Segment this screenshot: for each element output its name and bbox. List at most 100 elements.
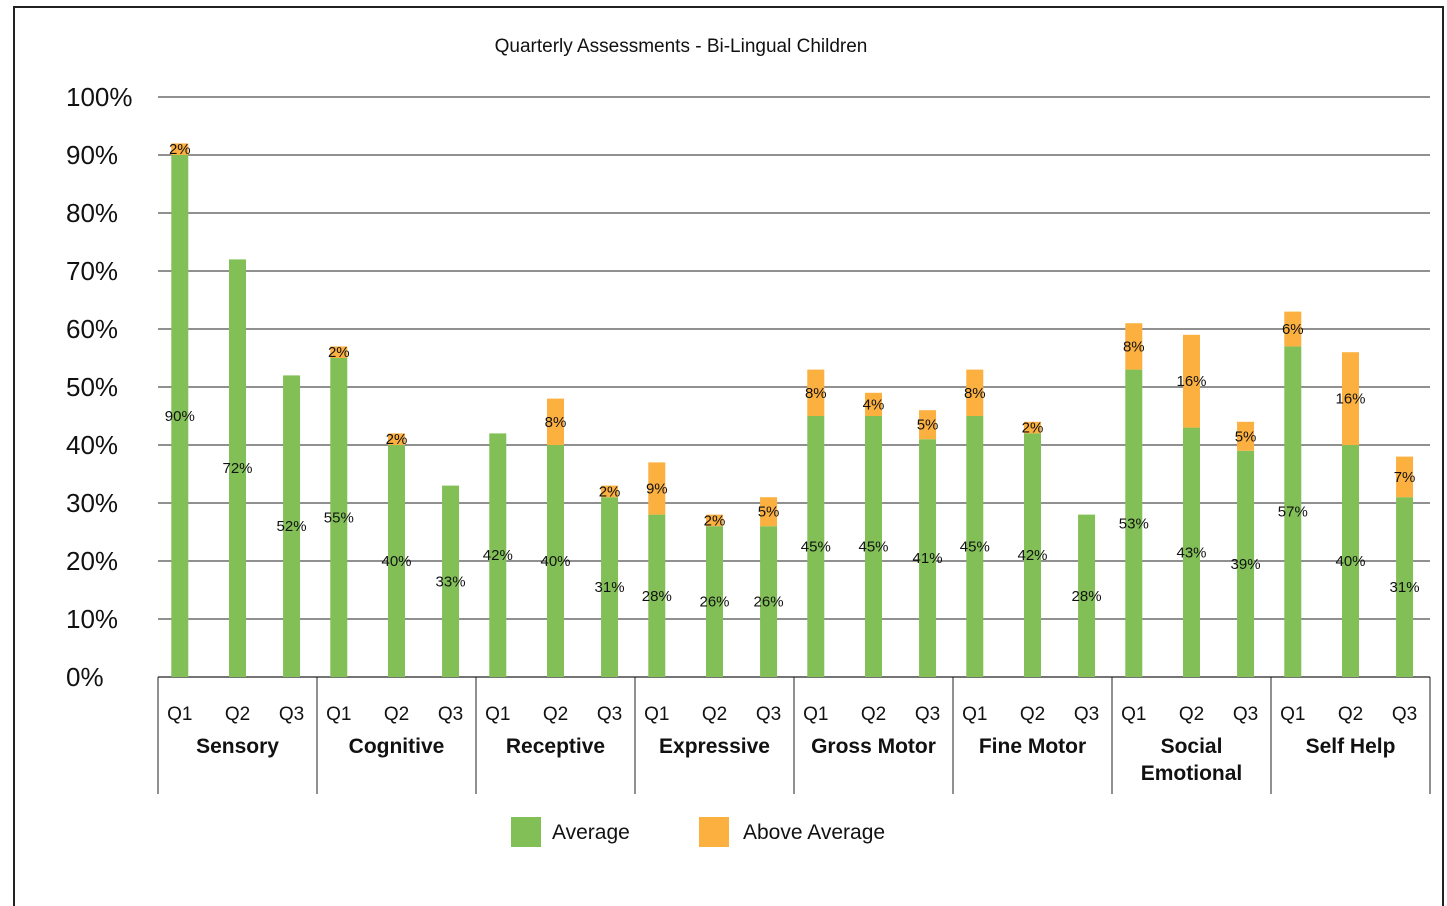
y-tick-label: 40%	[66, 430, 118, 460]
x-tick-label: Q2	[861, 704, 886, 725]
bar-average	[919, 439, 937, 677]
y-tick-label: 100%	[66, 82, 133, 112]
bar-average	[1078, 514, 1096, 677]
bar-above-average	[648, 462, 666, 515]
data-label-average: 39%	[1231, 556, 1261, 573]
data-label-average: 90%	[165, 408, 195, 425]
x-tick-label: Q1	[803, 704, 828, 725]
bar-average	[1024, 433, 1041, 677]
bar-average	[1183, 427, 1200, 677]
data-label-above-average: 9%	[646, 481, 668, 498]
y-tick-label: 0%	[66, 662, 104, 692]
chart-title: Quarterly Assessments - Bi-Lingual Child…	[495, 36, 868, 57]
data-label-average: 55%	[324, 510, 354, 527]
y-tick-label: 80%	[66, 198, 118, 228]
legend-swatch-above-average	[699, 817, 729, 847]
x-tick-label: Q1	[962, 704, 987, 725]
data-label-above-average: 7%	[1394, 469, 1416, 486]
bar-average	[283, 375, 301, 677]
bar-average	[1125, 369, 1143, 677]
group-label: Gross Motor	[811, 735, 936, 758]
bar-above-average	[1024, 421, 1041, 434]
x-tick-label: Q3	[915, 704, 940, 725]
data-label-average: 72%	[222, 460, 252, 477]
x-tick-label: Q3	[279, 704, 304, 725]
data-label-average: 52%	[277, 518, 307, 535]
data-label-above-average: 16%	[1335, 391, 1365, 408]
y-tick-label: 50%	[66, 372, 118, 402]
bar-above-average	[706, 514, 723, 527]
data-label-average: 45%	[960, 539, 990, 556]
bar-average	[547, 445, 564, 677]
x-tick-label: Q2	[702, 704, 727, 725]
bar-average	[330, 358, 348, 677]
data-label-average: 40%	[381, 553, 411, 570]
bar-above-average	[1125, 323, 1143, 370]
bar-average	[229, 259, 246, 677]
group-label: Cognitive	[349, 735, 445, 758]
group-label: Fine Motor	[979, 735, 1086, 758]
x-tick-label: Q2	[1020, 704, 1045, 725]
bar-average	[966, 416, 984, 677]
data-label-average: 42%	[483, 547, 513, 564]
bar-above-average	[1183, 334, 1200, 428]
data-label-average: 40%	[1335, 553, 1365, 570]
data-label-average: 41%	[913, 550, 943, 567]
bar-average	[760, 526, 778, 677]
bar-average	[1396, 497, 1414, 677]
x-tick-label: Q1	[485, 704, 510, 725]
data-label-above-average: 8%	[805, 385, 827, 402]
data-label-average: 28%	[642, 588, 672, 605]
bar-average	[706, 526, 723, 677]
y-tick-label: 10%	[66, 604, 118, 634]
x-tick-label: Q3	[1233, 704, 1258, 725]
bar-average	[171, 155, 189, 677]
data-label-average: 28%	[1072, 588, 1102, 605]
x-tick-label: Q2	[1338, 704, 1363, 725]
legend-label-average: Average	[552, 821, 630, 844]
bar-average	[489, 433, 507, 677]
chart: Quarterly Assessments - Bi-Lingual Child…	[66, 36, 1431, 847]
legend-label-above-average: Above Average	[743, 821, 885, 844]
x-tick-label: Q1	[1280, 704, 1305, 725]
bar-above-average	[865, 392, 882, 416]
group-label: Sensory	[196, 735, 279, 758]
x-tick-label: Q3	[597, 704, 622, 725]
x-tick-label: Q3	[1392, 704, 1417, 725]
x-tick-label: Q3	[1074, 704, 1099, 725]
group-label: Expressive	[659, 735, 770, 758]
group-label: Self Help	[1306, 735, 1396, 758]
legend-swatch-average	[511, 817, 541, 847]
bar-above-average	[547, 398, 564, 445]
x-tick-label: Q3	[756, 704, 781, 725]
data-label-average: 45%	[801, 539, 831, 556]
bar-average	[1342, 445, 1359, 677]
data-label-above-average: 5%	[758, 504, 780, 521]
group-label: Receptive	[506, 735, 605, 758]
bar-average	[601, 497, 619, 677]
data-label-average: 45%	[858, 539, 888, 556]
data-label-above-average: 2%	[704, 512, 726, 529]
x-tick-label: Q1	[644, 704, 669, 725]
bar-above-average	[388, 433, 405, 445]
x-tick-label: Q2	[543, 704, 568, 725]
data-label-average: 40%	[540, 553, 570, 570]
bar-above-average	[807, 369, 825, 416]
bar-above-average	[919, 410, 937, 440]
bar-average	[1237, 450, 1255, 677]
data-label-average: 53%	[1119, 515, 1149, 532]
bar-above-average	[1284, 311, 1302, 347]
data-label-above-average: 4%	[863, 396, 885, 413]
bar-above-average	[171, 143, 189, 155]
data-label-above-average: 2%	[1022, 420, 1044, 437]
y-tick-label: 60%	[66, 314, 118, 344]
data-label-average: 26%	[754, 594, 784, 611]
y-tick-label: 90%	[66, 140, 118, 170]
chart-frame	[13, 6, 1444, 906]
data-label-above-average: 5%	[917, 417, 939, 434]
data-label-average: 42%	[1017, 547, 1047, 564]
y-tick-label: 70%	[66, 256, 118, 286]
bar-above-average	[601, 485, 619, 498]
group-label: Social	[1161, 735, 1223, 758]
data-label-above-average: 6%	[1282, 321, 1304, 338]
